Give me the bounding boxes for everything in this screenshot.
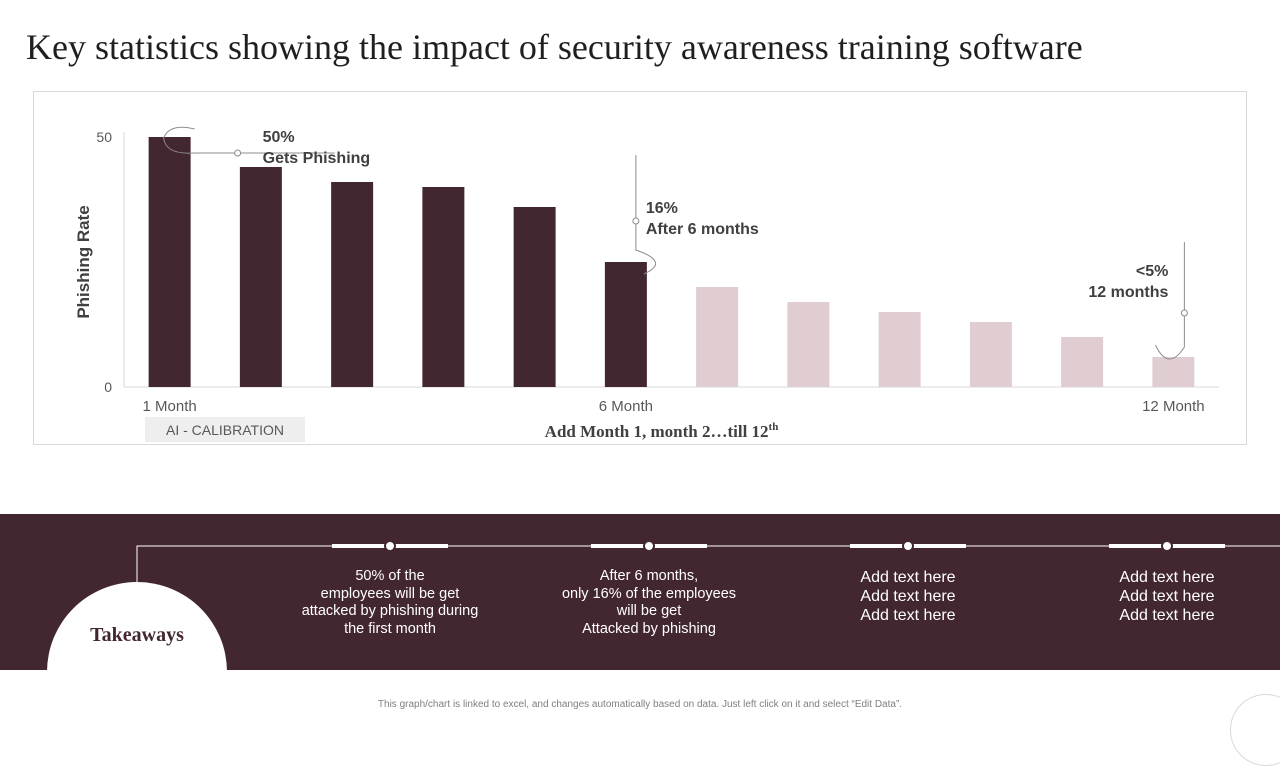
takeaways-label: Takeaways [90, 624, 184, 646]
x-tick-label: 12 Month [1142, 398, 1205, 415]
annotation-value: <5% [1136, 263, 1168, 280]
bar [513, 207, 556, 387]
x-axis-title-superscript: th [769, 421, 779, 433]
annotation-value: 50% [263, 129, 295, 146]
takeaway-text-2: After 6 months, only 16% of the employee… [561, 568, 737, 637]
y-axis-title: Phishing Rate [74, 205, 93, 318]
phishing-rate-chart[interactable]: 0 50 Phishing Rate 1 Month 6 Month 12 Month Ad… [34, 92, 1248, 446]
annotation-leader [635, 155, 656, 275]
takeaway-text-3: Add text here Add text here Add text her… [860, 569, 956, 624]
bar [148, 137, 191, 387]
bar [696, 287, 739, 387]
calibration-button[interactable]: AI - CALIBRATION [145, 417, 305, 442]
annotation-leader [1154, 242, 1185, 360]
timeline-marker-dot [1161, 540, 1173, 552]
chart-panel[interactable]: 0 50 Phishing Rate 1 Month 6 Month 12 Month Ad… [33, 91, 1247, 445]
x-tick-label: 1 Month [143, 398, 197, 415]
annotation-label: After 6 months [646, 221, 759, 238]
timeline-marker-dot [643, 540, 655, 552]
annotation-value: 16% [646, 200, 678, 217]
takeaway-text-4: Add text here Add text here Add text her… [1119, 569, 1215, 624]
x-tick-label: 6 Month [599, 398, 653, 415]
annotation-label: Gets Phishing [263, 150, 371, 167]
annotation-dot [1180, 309, 1188, 317]
y-tick-label: 50 [96, 129, 112, 145]
takeaway-text-1: 50% of the employees will be get attacke… [301, 568, 479, 637]
bar [969, 322, 1012, 387]
annotation-dot [234, 149, 242, 157]
page-title: Key statistics showing the impact of sec… [26, 27, 1083, 67]
y-tick-label: 0 [104, 379, 112, 395]
x-axis-title: Add Month 1, month 2…till 12th [545, 421, 779, 441]
bar [787, 302, 830, 387]
footnote: This graph/chart is linked to excel, and… [377, 699, 903, 710]
annotation-leader [163, 126, 335, 154]
bar [604, 262, 647, 387]
takeaways-circle [47, 582, 227, 762]
bar [422, 187, 465, 387]
bar [331, 182, 374, 387]
timeline-marker-dot [384, 540, 396, 552]
bar [878, 312, 921, 387]
timeline-connector [136, 540, 1280, 584]
bar [1061, 337, 1104, 387]
annotation-label: 12 months [1088, 284, 1168, 301]
annotation-dot [632, 217, 640, 225]
bar [239, 167, 282, 387]
timeline-marker-dot [902, 540, 914, 552]
bar [1152, 357, 1195, 387]
